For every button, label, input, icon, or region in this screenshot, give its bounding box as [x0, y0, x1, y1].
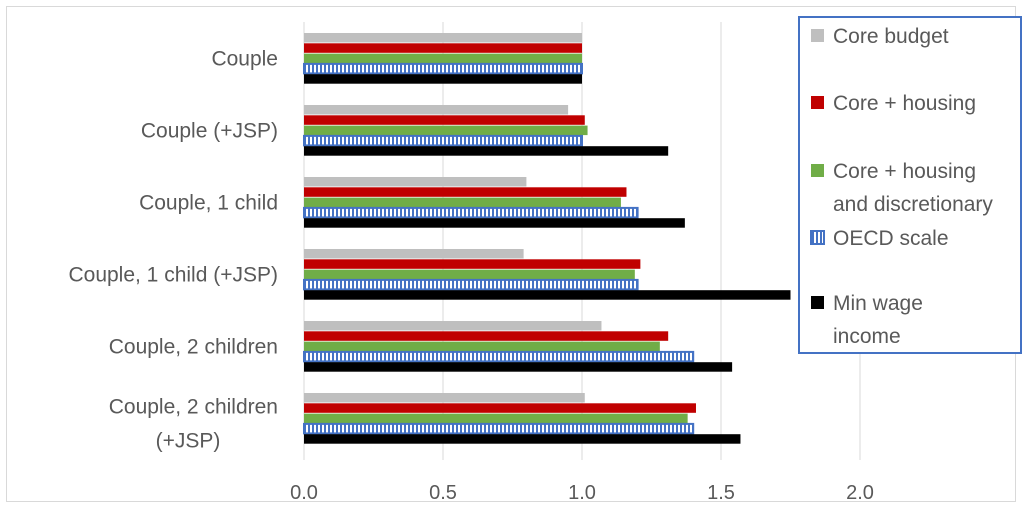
bar-oecd-scale	[303, 134, 583, 147]
legend-swatch-core-housing-and-discretionary	[811, 164, 824, 177]
legend-label: Core budget	[833, 25, 949, 48]
bar-core-budget	[304, 177, 527, 187]
bar-core-housing-and-discretionary	[304, 197, 621, 208]
legend-label: and discretionary	[833, 193, 993, 216]
legend-label: Min wage	[833, 292, 923, 315]
legend-label: Core + housing	[833, 160, 976, 183]
x-tick-label: 2.0	[846, 482, 874, 504]
bar-min-wage-income	[304, 74, 582, 84]
x-tick-label: 1.5	[707, 482, 735, 504]
legend-label: income	[833, 325, 901, 348]
category-label: Couple, 2 children	[109, 395, 278, 418]
legend-swatch-core-budget	[811, 29, 824, 42]
bar-core-housing	[304, 115, 585, 125]
bar-core-budget	[304, 393, 585, 403]
bar-min-wage-income	[304, 146, 669, 156]
x-tick-label: 1.0	[568, 482, 596, 504]
category-label: Couple, 1 child (+JSP)	[68, 263, 278, 286]
bar-core-housing	[304, 187, 627, 197]
bar-core-budget	[304, 249, 524, 259]
legend-swatch-core-housing	[811, 96, 824, 109]
category-label: Couple	[211, 47, 278, 70]
x-tick-label: 0.0	[290, 482, 318, 504]
legend-box	[798, 16, 1022, 354]
bar-core-housing-and-discretionary	[304, 125, 588, 136]
bar-oecd-scale	[303, 206, 639, 219]
bar-core-budget	[304, 33, 582, 43]
bar-core-budget	[304, 105, 569, 115]
category-label: (+JSP)	[156, 429, 221, 452]
bar-core-housing-and-discretionary	[304, 53, 582, 64]
legend-label: OECD scale	[833, 227, 949, 250]
bar-core-housing-and-discretionary	[304, 341, 660, 352]
legend-label: Core + housing	[833, 92, 976, 115]
bar-min-wage-income	[304, 290, 791, 300]
bars	[303, 33, 791, 444]
legend-swatch-oecd-scale	[810, 230, 825, 245]
bar-core-housing-and-discretionary	[304, 413, 688, 424]
bar-oecd-scale	[303, 422, 695, 435]
bar-core-housing	[304, 43, 582, 53]
bar-oecd-scale	[303, 350, 695, 363]
bar-core-housing-and-discretionary	[304, 269, 635, 280]
x-tick-label: 0.5	[429, 482, 457, 504]
bar-min-wage-income	[304, 434, 741, 444]
bar-core-budget	[304, 321, 602, 331]
legend: Core budget Core + housing Core + housing a…	[798, 16, 1022, 354]
bar-min-wage-income	[304, 218, 685, 228]
category-label: Couple, 1 child	[139, 191, 278, 214]
legend-swatch-min-wage-income	[811, 296, 824, 309]
bar-core-housing	[304, 331, 669, 341]
bar-oecd-scale	[303, 278, 639, 291]
x-axis-tick-labels: 0.0 0.5 1.0 1.5 2.0	[290, 482, 874, 504]
category-labels: Couple Couple (+JSP) Couple, 1 child Couple…	[68, 47, 278, 452]
bar-min-wage-income	[304, 362, 733, 372]
bar-core-housing	[304, 403, 696, 413]
category-label: Couple, 2 children	[109, 335, 278, 358]
bar-oecd-scale	[303, 62, 583, 75]
category-label: Couple (+JSP)	[141, 119, 278, 142]
bar-core-housing	[304, 259, 641, 269]
